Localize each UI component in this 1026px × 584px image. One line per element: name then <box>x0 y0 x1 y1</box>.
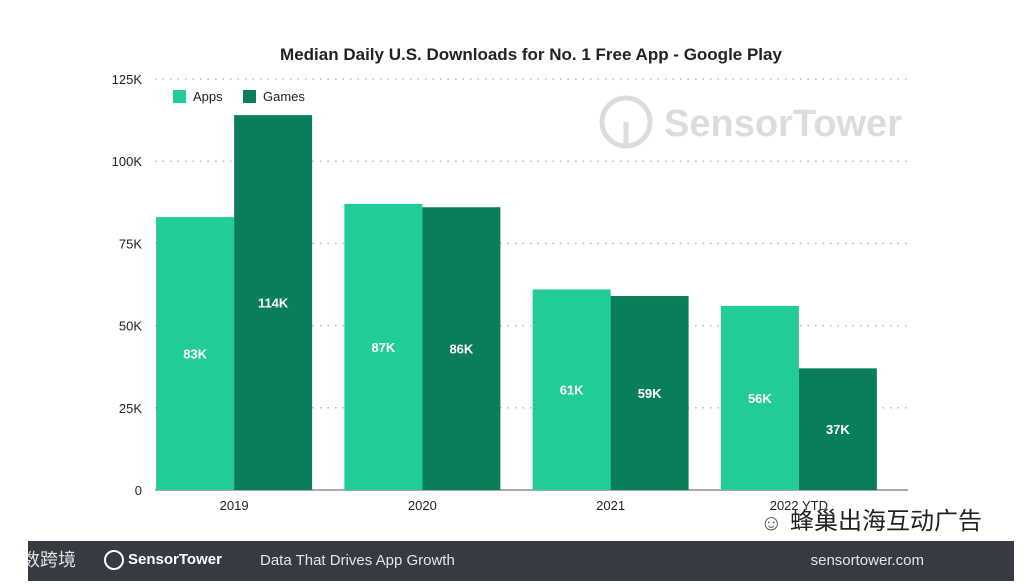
sensortower-logo-icon <box>104 550 124 570</box>
chart-title: Median Daily U.S. Downloads for No. 1 Fr… <box>280 45 782 64</box>
y-tick-label: 25K <box>119 401 142 416</box>
y-tick-label: 125K <box>112 72 143 87</box>
bar-apps <box>720 305 799 490</box>
wechat-icon: ☺ <box>760 510 783 535</box>
y-tick-label: 75K <box>119 236 142 251</box>
sensortower-watermark: SensorTower <box>599 95 902 149</box>
bar-apps <box>156 217 235 490</box>
bar-games <box>610 296 689 490</box>
overlay-watermark-right: 蜂巢出海互动广告 <box>790 508 982 535</box>
overlay-watermark-left: 大数跨境 <box>4 550 76 570</box>
bar-games <box>798 368 877 490</box>
bar-games <box>422 207 501 490</box>
footer-bar: SensorTower Data That Drives App Growth … <box>28 541 1014 581</box>
legend-label: Apps <box>193 89 223 104</box>
sensortower-logo-icon <box>599 95 653 149</box>
x-tick-label: 2021 <box>596 498 625 513</box>
y-tick-label: 0 <box>135 483 142 498</box>
legend-label: Games <box>263 89 305 104</box>
watermark-text: SensorTower <box>664 103 902 145</box>
footer-brand: SensorTower <box>128 551 222 568</box>
footer-url: sensortower.com <box>810 552 924 569</box>
x-tick-label: 2020 <box>408 498 437 513</box>
data-label: 83K <box>183 347 207 362</box>
data-label: 37K <box>826 422 850 437</box>
data-label: 56K <box>748 391 772 406</box>
data-label: 114K <box>258 296 289 311</box>
data-label: 61K <box>560 383 584 398</box>
legend-swatch <box>243 90 256 103</box>
legend-swatch <box>173 90 186 103</box>
footer-tagline: Data That Drives App Growth <box>260 552 455 569</box>
data-label: 87K <box>371 340 395 355</box>
x-tick-label: 2019 <box>220 498 249 513</box>
data-label: 86K <box>449 342 473 357</box>
bar-games <box>234 115 313 490</box>
bar-apps <box>344 203 423 490</box>
bar-apps <box>532 289 611 490</box>
x-tick-label: 2022 YTD <box>770 498 828 513</box>
y-tick-label: 50K <box>119 319 142 334</box>
data-label: 59K <box>638 386 662 401</box>
y-tick-label: 100K <box>112 154 143 169</box>
